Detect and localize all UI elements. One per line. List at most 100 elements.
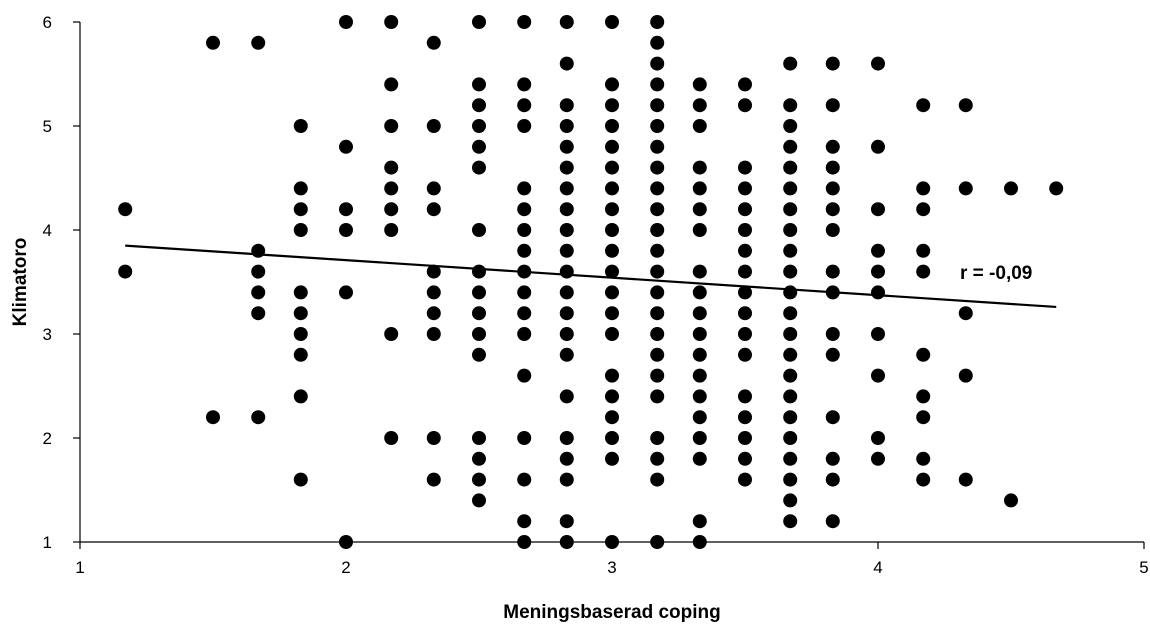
data-point (871, 368, 885, 383)
data-point (650, 389, 665, 404)
data-point (605, 410, 619, 425)
data-point (825, 160, 840, 175)
data-point (871, 431, 885, 445)
data-point (605, 223, 619, 237)
data-point (559, 15, 574, 29)
data-point (472, 223, 486, 237)
data-point (783, 493, 798, 508)
data-point (339, 223, 353, 237)
data-point (559, 56, 574, 71)
data-point (650, 327, 665, 341)
data-point (692, 535, 707, 549)
data-point (650, 139, 665, 154)
data-point (650, 181, 665, 196)
data-point (783, 451, 798, 466)
data-point (1049, 181, 1064, 196)
data-point (517, 223, 532, 237)
x-tick-label: 5 (1139, 558, 1148, 577)
data-point (517, 431, 532, 445)
correlation-annotation: r = -0,09 (960, 263, 1032, 284)
data-point (650, 431, 665, 445)
data-point (825, 347, 840, 362)
data-point (738, 347, 752, 362)
data-point (293, 285, 308, 300)
data-point (426, 264, 441, 279)
data-point (384, 202, 399, 217)
data-point (426, 431, 441, 445)
data-point (650, 451, 665, 466)
data-point (783, 223, 798, 237)
data-point (738, 98, 752, 113)
data-point (692, 306, 707, 321)
data-point (825, 327, 840, 341)
data-point (825, 202, 840, 217)
data-point (692, 410, 707, 425)
data-point (825, 514, 840, 529)
data-point (605, 181, 619, 196)
data-point (692, 160, 707, 175)
data-point (650, 264, 665, 279)
data-point (517, 368, 532, 383)
data-point (251, 285, 266, 300)
data-point (472, 451, 486, 466)
data-point (559, 139, 574, 154)
data-point (738, 264, 752, 279)
data-point (339, 139, 353, 154)
data-point (426, 306, 441, 321)
data-point (650, 285, 665, 300)
data-point (825, 472, 840, 487)
data-point (783, 410, 798, 425)
data-point (517, 327, 532, 341)
data-point (871, 264, 885, 279)
data-point (738, 472, 752, 487)
x-axis-title: Meningsbaserad coping (503, 602, 720, 623)
data-point (1004, 181, 1018, 196)
data-point (472, 347, 486, 362)
data-point (206, 35, 220, 50)
data-point (650, 472, 665, 487)
data-point (605, 202, 619, 217)
data-point (958, 368, 973, 383)
data-point (517, 181, 532, 196)
data-point (825, 264, 840, 279)
data-point (517, 119, 532, 133)
data-point (871, 327, 885, 341)
data-point (692, 327, 707, 341)
data-point (293, 389, 308, 404)
data-point (118, 202, 133, 217)
data-point (339, 285, 353, 300)
data-point (738, 327, 752, 341)
data-point (559, 389, 574, 404)
data-point (559, 98, 574, 113)
data-point (650, 306, 665, 321)
data-point (384, 181, 399, 196)
data-point (517, 472, 532, 487)
data-point (251, 410, 266, 425)
data-point (251, 35, 266, 50)
y-tick-label: 3 (43, 325, 52, 344)
data-point (692, 264, 707, 279)
data-point (825, 451, 840, 466)
data-point (559, 347, 574, 362)
data-point (293, 347, 308, 362)
data-point (738, 285, 752, 300)
data-point (738, 389, 752, 404)
data-point (472, 98, 486, 113)
data-point (605, 15, 619, 29)
data-point (605, 77, 619, 92)
data-point (293, 119, 308, 133)
data-point (650, 98, 665, 113)
data-point (783, 514, 798, 529)
data-point (559, 451, 574, 466)
data-point (605, 139, 619, 154)
data-point (916, 243, 931, 258)
data-point (339, 15, 353, 29)
data-point (384, 160, 399, 175)
data-point (517, 15, 532, 29)
data-point (472, 264, 486, 279)
data-point (559, 119, 574, 133)
data-point (825, 98, 840, 113)
data-point (559, 223, 574, 237)
data-point (871, 202, 885, 217)
data-point (650, 56, 665, 71)
